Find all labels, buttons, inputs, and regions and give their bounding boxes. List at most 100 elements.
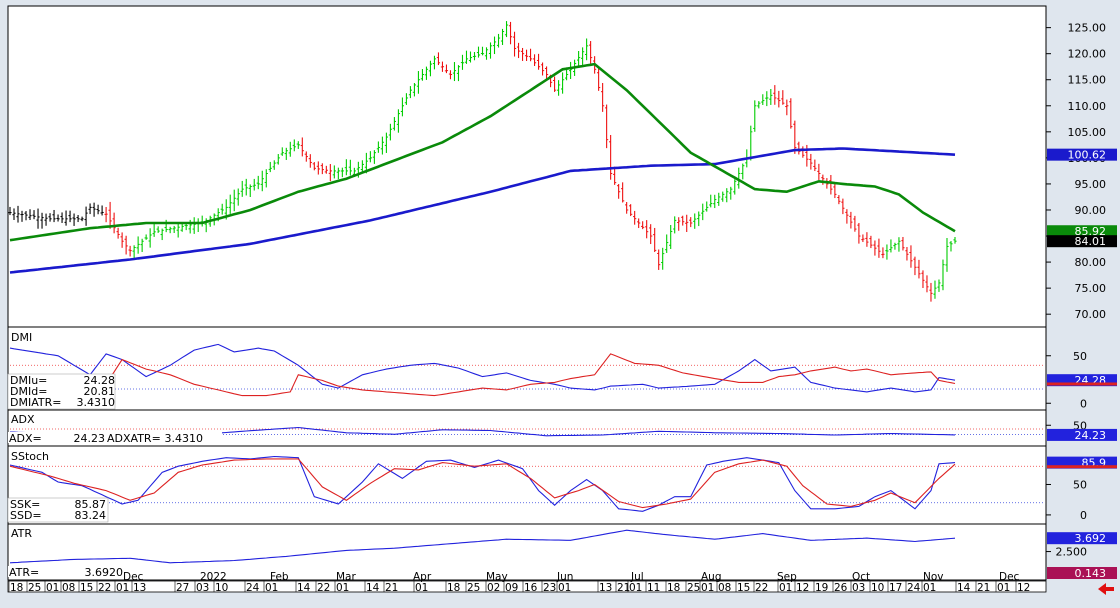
- time-axis-day-label: 18: [667, 582, 680, 594]
- price-value-marker: [1047, 235, 1117, 248]
- indicator-line-sstoch: [9, 455, 956, 512]
- indicator-readout-value: 83.24: [75, 509, 107, 522]
- indicator-readout-value: 85.87: [75, 498, 107, 511]
- time-axis-day-label: 17: [889, 582, 902, 594]
- time-axis-day-label: 02: [487, 582, 500, 594]
- time-axis-day-label: 09: [505, 582, 518, 594]
- price-value-marker: [1047, 225, 1117, 238]
- price-axis-label: 95.00: [1075, 178, 1107, 191]
- time-axis-month-label: Dec: [999, 571, 1020, 583]
- time-axis-day-label: 25: [687, 582, 700, 594]
- time-axis-day-label: 10: [215, 582, 228, 594]
- price-axis-label: 80.00: [1075, 256, 1107, 269]
- indicator-axis-label: 0: [1080, 397, 1087, 410]
- time-axis-month-label: Aug: [701, 571, 722, 583]
- time-axis-day-label: 03: [852, 582, 865, 594]
- indicator-readout-box: [7, 373, 116, 410]
- time-axis-month-label: Jul: [630, 571, 644, 583]
- sstoch-panel: [7, 445, 1047, 525]
- time-axis-day-label: 11: [647, 582, 660, 594]
- indicator-value-label: 0.143: [1075, 567, 1107, 580]
- indicator-readout-bg: [106, 432, 222, 443]
- time-axis-day-label: 01: [701, 582, 714, 594]
- scroll-left-arrow-icon[interactable]: [1098, 583, 1114, 595]
- time-axis-day-label: 14: [297, 582, 311, 594]
- time-axis-month-label: Mar: [336, 571, 356, 583]
- time-axis-day-label: 10: [871, 582, 884, 594]
- indicator-value-label: 24.23: [1075, 429, 1107, 442]
- time-axis-day-label: 22: [755, 582, 768, 594]
- indicator-readout-name: SSK=: [10, 498, 40, 511]
- time-axis-month-label: Oct: [852, 571, 870, 583]
- price-axis-label: 75.00: [1075, 282, 1107, 295]
- indicator-line-atr: [9, 529, 956, 564]
- indicator-value-marker: [1047, 532, 1117, 545]
- atr-panel: [7, 523, 1047, 581]
- time-axis-day-label: 01: [779, 582, 792, 594]
- time-axis-month-label: Sep: [777, 571, 797, 583]
- indicator-readout-value: 3.4310: [77, 396, 116, 409]
- price-axis-label: 110.00: [1068, 100, 1107, 113]
- time-axis-day-label: 27: [176, 582, 189, 594]
- panel-title: ATR: [11, 527, 32, 540]
- time-axis-day-label: 13: [599, 582, 612, 594]
- time-axis-day-label: 23: [543, 582, 556, 594]
- time-axis-day-label: 25: [28, 582, 41, 594]
- time-axis-day-label: 22: [317, 582, 330, 594]
- time-axis-day-label: 01: [923, 582, 936, 594]
- price-axis-label: 90.00: [1075, 204, 1107, 217]
- indicator-readout-box: [7, 497, 109, 523]
- price-axis-label: 70.00: [1075, 308, 1107, 321]
- indicator-value-marker: [1047, 465, 1117, 469]
- time-axis-day-label: 22: [98, 582, 111, 594]
- indicator-readout-value: 24.23: [74, 432, 106, 445]
- dmi-panel: [7, 326, 1047, 411]
- time-axis-day-label: 08: [62, 582, 75, 594]
- indicator-readout-name: ADX=: [9, 432, 42, 445]
- time-axis-day-label: 21: [385, 582, 398, 594]
- time-axis-day-label: 24: [246, 582, 260, 594]
- time-axis-day-label: 24: [907, 582, 921, 594]
- price-axis-label: 105.00: [1068, 126, 1107, 139]
- indicator-readout-name: DMIATR=: [10, 396, 61, 409]
- time-axis-month-label: May: [486, 571, 508, 583]
- panel-title: SStoch: [11, 450, 49, 463]
- time-axis-strip: [7, 580, 1047, 593]
- time-axis-day-label: 01: [265, 582, 278, 594]
- value-axis: 125.00120.00115.00110.00105.00100.0095.0…: [1046, 22, 1117, 580]
- panel-title: DMI: [11, 331, 32, 344]
- time-axis: 18 25 01 08 15 22 01 13 27 03 10 24 01 14 22 01 14 21 01 18…: [7, 571, 1047, 594]
- time-axis-month-label: Feb: [270, 571, 289, 583]
- time-axis-day-label: 18: [447, 582, 460, 594]
- price-value-label: 84.01: [1075, 235, 1107, 248]
- price-axis-label: 115.00: [1068, 74, 1107, 87]
- time-axis-day-label: 15: [737, 582, 750, 594]
- indicator-readout-bg: [8, 432, 106, 443]
- indicator-value-marker: [1047, 382, 1117, 386]
- time-axis-day-label: 14: [366, 582, 380, 594]
- indicator-axis-label: 0: [1080, 509, 1087, 522]
- time-axis-day-label: 01: [415, 582, 428, 594]
- time-axis-day-label: 13: [133, 582, 146, 594]
- time-axis-day-label: 01: [997, 582, 1010, 594]
- time-axis-day-label: 01: [46, 582, 59, 594]
- indicator-value-label: 3.692: [1075, 532, 1107, 545]
- indicator-value-marker: [1047, 428, 1117, 441]
- time-axis-day-label: 08: [718, 582, 731, 594]
- indicator-readout-value: 24.28: [84, 374, 116, 387]
- indicator-readout-name: DMId=: [10, 385, 47, 398]
- time-axis-month-label: Nov: [923, 571, 944, 583]
- time-axis-day-label: 01: [558, 582, 571, 594]
- indicator-readout-value: 3.6920: [85, 566, 124, 579]
- indicator-readout-name: SSD=: [10, 509, 42, 522]
- time-axis-month-label: Dec: [123, 571, 144, 583]
- time-axis-day-label: 01: [629, 582, 642, 594]
- time-axis-day-label: 26: [834, 582, 848, 594]
- time-axis-month-label: Jun: [556, 571, 573, 583]
- time-axis-month-label: Apr: [413, 571, 432, 583]
- time-axis-day-label: 18: [10, 582, 23, 594]
- time-axis-day-label: 01: [116, 582, 129, 594]
- indicator-line-sstoch: [9, 458, 956, 509]
